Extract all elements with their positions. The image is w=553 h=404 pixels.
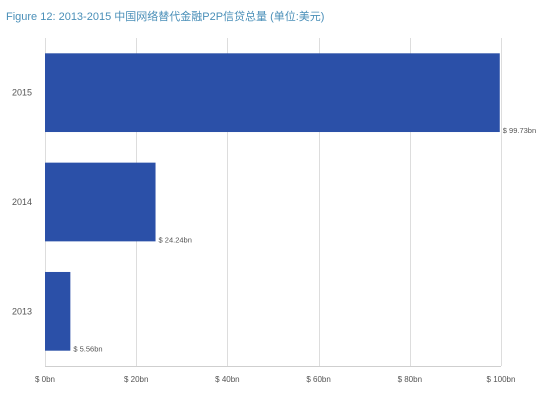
chart-title: Figure 12: 2013-2015 中国网络替代金融P2P信贷总量 (单位… <box>6 11 325 23</box>
category-label: 2015 <box>12 88 32 98</box>
bar-2013 <box>45 271 71 351</box>
x-tick-label: $ 20bn <box>124 375 148 384</box>
x-tick-label: $ 80bn <box>398 375 422 384</box>
bars <box>45 53 500 351</box>
bar-2014 <box>45 162 156 242</box>
bar-2015 <box>45 53 500 133</box>
x-tick-label: $ 60bn <box>306 375 330 384</box>
x-tick-label: $ 0bn <box>35 375 55 384</box>
category-label: 2014 <box>12 197 32 207</box>
x-tick-label: $ 40bn <box>215 375 239 384</box>
labels: $ 0bn $ 20bn $ 40bn $ 60bn $ 80bn $ 100bn 2015… <box>12 88 536 384</box>
data-label: $ 99.73bn <box>503 126 536 135</box>
category-label: 2013 <box>12 306 32 316</box>
data-label: $ 5.56bn <box>73 345 102 354</box>
data-label: $ 24.24bn <box>159 235 192 244</box>
x-tick-label: $ 100bn <box>487 375 516 384</box>
